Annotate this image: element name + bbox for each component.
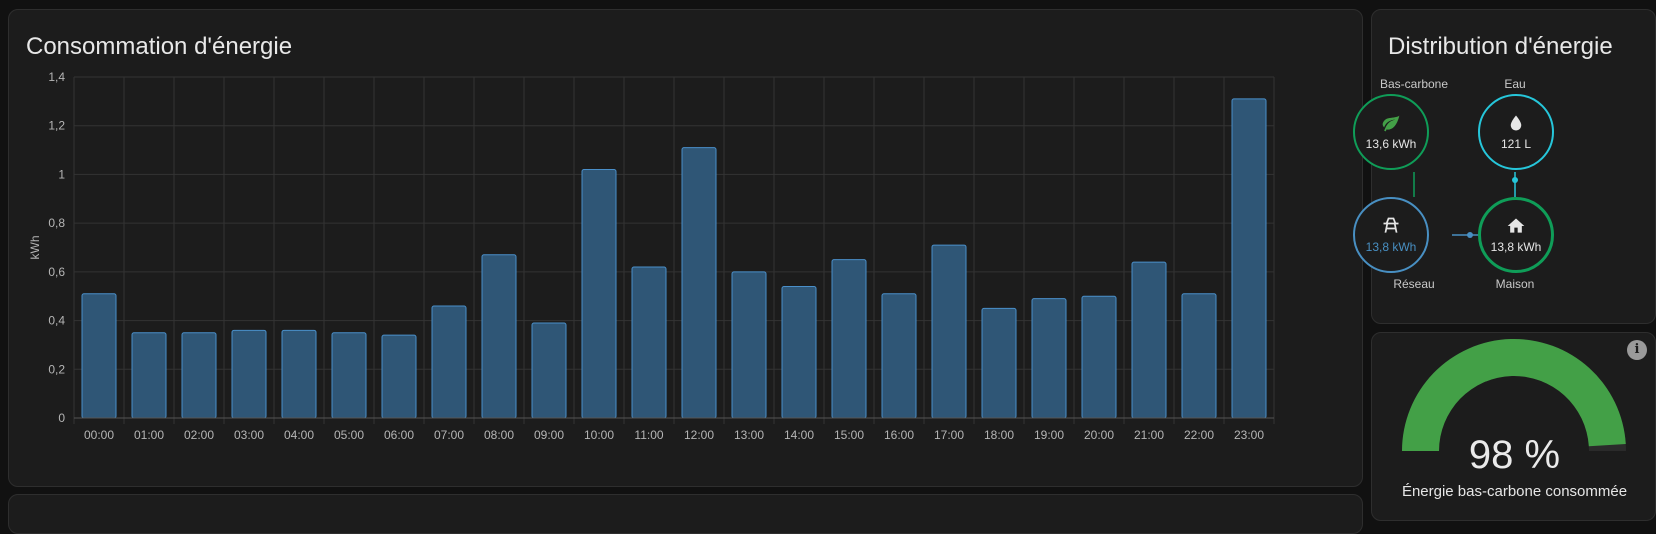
x-tick-label: 20:00 [1084,428,1114,442]
low-carbon-label: Bas-carbone [1379,77,1449,91]
bar [231,329,267,419]
gauge-caption: Énergie bas-carbone consommée [1401,483,1628,500]
bar [681,147,717,419]
bar [631,266,667,419]
energy-distribution-title: Distribution d'énergie [1388,33,1613,60]
bar [1231,98,1267,419]
y-tick-label: 0,8 [48,216,65,230]
home-value: 13,8 kWh [1490,240,1542,254]
bar [1131,261,1167,419]
next-card [8,494,1363,534]
x-tick-label: 03:00 [234,428,264,442]
energy-distribution-card: Distribution d'énergie [1353,9,1656,324]
grid-value: 13,8 kWh [1365,240,1417,254]
home-label: Maison [1495,277,1535,291]
x-tick-label: 14:00 [784,428,814,442]
y-axis-title: kWh [28,236,42,260]
bar [181,332,217,419]
low-carbon-value: 13,6 kWh [1365,137,1417,151]
bar [931,244,967,419]
x-tick-label: 06:00 [384,428,414,442]
x-tick-label: 04:00 [284,428,314,442]
bar [281,329,317,419]
x-tick-label: 09:00 [534,428,564,442]
bar [131,332,167,419]
x-tick-label: 21:00 [1134,428,1164,442]
x-tick-label: 11:00 [634,428,663,442]
gauge-svg [1402,339,1626,451]
bar [381,334,417,419]
bar [581,169,617,419]
leaf-icon [1381,113,1401,133]
gauge-fill [1402,339,1626,451]
y-tick-label: 0,6 [48,265,65,279]
bar [1031,298,1067,419]
water-value: 121 L [1500,137,1532,151]
x-tick-label: 08:00 [484,428,514,442]
bar [1181,293,1217,419]
home-icon [1506,216,1526,236]
x-tick-label: 18:00 [984,428,1014,442]
bar [781,285,817,419]
bar [1081,295,1117,419]
x-tick-label: 13:00 [734,428,764,442]
x-tick-label: 23:00 [1234,428,1264,442]
x-tick-label: 01:00 [134,428,164,442]
gauge-value: 98 % [1468,433,1561,477]
y-tick-label: 1,2 [48,119,65,133]
bar [531,322,567,419]
transmission-tower-icon [1381,216,1401,236]
bar [981,307,1017,419]
home-node[interactable]: 13,8 kWh [1478,197,1554,273]
bar [731,271,767,419]
grid-label: Réseau [1393,277,1435,291]
x-tick-label: 22:00 [1184,428,1214,442]
y-tick-label: 1,4 [48,70,65,84]
y-tick-label: 1 [58,167,65,181]
grid-node[interactable]: 13,8 kWh [1353,197,1429,273]
x-tick-label: 05:00 [334,428,364,442]
energy-usage-title: Consommation d'énergie [26,33,293,60]
bar [331,332,367,419]
y-tick-label: 0,4 [48,314,65,328]
x-tick-label: 02:00 [184,428,214,442]
water-to-home-flow-dot [1512,177,1518,183]
bar [431,305,467,419]
water-drop-icon [1507,113,1525,133]
energy-usage-card: Consommation d'énergie 0 0,2 0,4 0,6 0,8 1 1,2… [8,9,1363,487]
x-tick-label: 10:00 [584,428,614,442]
water-label: Eau [1504,77,1526,91]
info-icon[interactable]: i [1627,340,1647,360]
bar [81,293,117,419]
bar [481,254,517,419]
bar [831,259,867,419]
low-carbon-node[interactable]: 13,6 kWh [1353,94,1429,170]
x-tick-label: 17:00 [934,428,964,442]
low-carbon-gauge-card: i 98 % Énergie bas-carbone consommée [1371,332,1656,521]
y-tick-label: 0 [58,411,65,425]
bar [881,293,917,419]
grid-to-home-flow-dot [1467,232,1473,238]
x-tick-label: 16:00 [884,428,914,442]
x-tick-label: 15:00 [834,428,864,442]
energy-usage-chart[interactable]: 0 0,2 0,4 0,6 0,8 1 1,2 1,4 kWh 00:00 01:00 02:00 03… [9,10,1364,488]
x-tick-label: 07:00 [434,428,464,442]
water-node[interactable]: 121 L [1478,94,1554,170]
x-tick-label: 00:00 [84,428,114,442]
x-tick-label: 19:00 [1034,428,1064,442]
x-tick-label: 12:00 [684,428,714,442]
y-tick-label: 0,2 [48,362,65,376]
